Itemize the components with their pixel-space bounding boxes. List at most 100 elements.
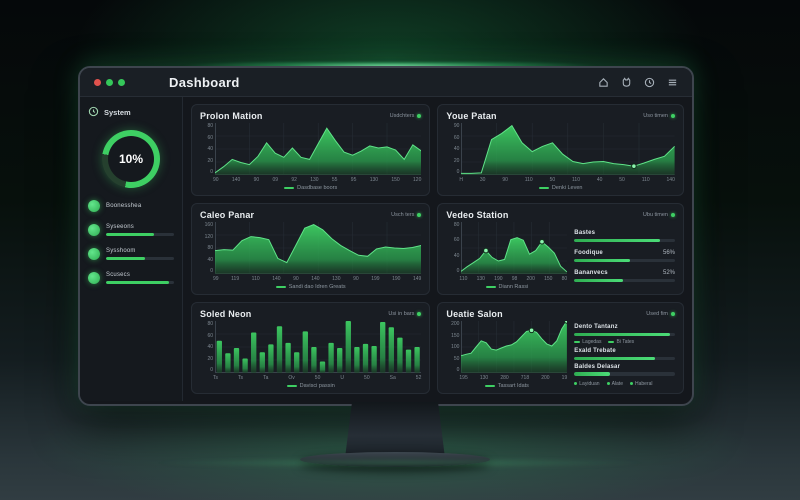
area-chart-ueatie-salon: 200 150 100 50 0 195 130 280 718 200 19 Tassart Ida… <box>446 321 568 389</box>
stat-bar-fill <box>574 278 623 282</box>
stat-bar-fill <box>574 332 670 337</box>
stat-top: Bastes <box>574 230 675 236</box>
area-chart-svg <box>215 222 422 274</box>
stat-bar[interactable] <box>574 356 675 361</box>
sidebar-item-meta: Scusecs <box>106 272 174 284</box>
panel-ueatie-salon: Ueatie Salon Used fim 200 150 100 50 0 195 130… <box>437 302 684 394</box>
legend-item: Haberal <box>629 381 653 387</box>
x-tick-label: 90 <box>293 276 299 282</box>
area-chart-svg <box>461 123 675 175</box>
menu-icon[interactable] <box>667 77 678 88</box>
legend-dash-icon <box>608 340 615 343</box>
stat-row-2: Bananvecs 52% <box>574 270 675 282</box>
legend-item: Layiduan <box>574 381 600 387</box>
x-tick-label: 99 <box>213 276 219 282</box>
panel-youe-patan: Youe Patan Uso timen 90 60 40 20 0 H 30 90 110 50… <box>437 104 684 196</box>
x-tick-label: Ts <box>238 375 244 381</box>
y-tick-label: 40 <box>453 146 460 152</box>
close-window-button[interactable] <box>94 78 101 86</box>
chart-plot-row: 80 60 40 20 0 <box>200 123 422 175</box>
toolbar-icons <box>598 76 678 88</box>
x-tick-label: 140 <box>231 177 241 183</box>
sidebar-item-0[interactable]: Boonesshea <box>88 200 174 212</box>
stat-bar[interactable] <box>574 278 675 282</box>
home-icon[interactable] <box>598 77 609 88</box>
chart-column: 200 150 100 50 0 195 130 280 718 200 19 Tassart Ida… <box>446 321 568 389</box>
y-tick-label: 20 <box>207 157 213 164</box>
minimize-window-button[interactable] <box>106 78 113 86</box>
sidebar-item-label: Sysshoom <box>106 248 136 254</box>
legend-label: Tassart Idats <box>497 383 529 389</box>
status-dot <box>671 114 675 118</box>
system-clock-icon <box>88 106 99 119</box>
system-label: System <box>104 108 131 117</box>
chart-plot-row: 200 150 100 50 0 <box>446 321 568 373</box>
stat-bar[interactable] <box>574 258 675 262</box>
sidebar-item-label: Boonesshea <box>106 203 142 209</box>
x-tick-label: 50 <box>549 177 556 183</box>
panel-head: Soled Neon Usi in bars <box>200 309 422 319</box>
gauge-ring <box>102 130 160 188</box>
x-tick-label: 95 <box>350 177 357 183</box>
panel-head: Youe Patan Uso timen <box>446 111 675 121</box>
legend-dot-icon <box>606 382 610 386</box>
legend-item-label: Bi Tates <box>616 338 635 345</box>
x-tick-label: 130 <box>476 276 485 282</box>
sidebar-item-2[interactable]: Sysshoom <box>88 248 174 260</box>
panel-status: Usch ters <box>391 212 422 218</box>
panel-head: Caleo Panar Usch ters <box>200 210 422 220</box>
stats-footer-legend: Layiduan Alate Haberal <box>574 381 675 387</box>
stat-bar[interactable] <box>574 372 675 376</box>
status-dot <box>88 272 100 284</box>
x-tick-label: 98 <box>511 276 518 282</box>
y-axis: 80 60 40 20 0 <box>200 123 215 175</box>
y-tick-label: 80 <box>207 321 213 327</box>
legend-dot-icon <box>574 382 578 386</box>
monitor-stand-base <box>300 452 490 467</box>
x-tick-label: 110 <box>641 177 650 183</box>
sidebar-item-3[interactable]: Scusecs <box>88 272 174 284</box>
x-tick-label: 92 <box>291 177 297 183</box>
stats-column: Bastes Foodique 56% Bananvecs 52% <box>574 222 675 290</box>
maximize-window-button[interactable] <box>118 78 125 86</box>
x-tick-label: 09 <box>272 177 279 183</box>
x-tick-label: 55 <box>331 177 338 183</box>
panel-status: Uso timen <box>643 113 675 119</box>
legend-dash-icon <box>284 186 295 190</box>
sidebar-item-meta: Boonesshea <box>106 203 174 209</box>
x-tick-label: 149 <box>413 276 422 282</box>
stat-bar-fill <box>574 238 660 242</box>
status-dot <box>671 312 675 316</box>
status-dot <box>671 213 675 217</box>
monitor-stand-neck <box>345 402 445 458</box>
legend-item: Bi Tates <box>608 339 634 345</box>
chart-legend: Davisci passin <box>200 381 421 389</box>
x-tick-label: 110 <box>459 276 468 282</box>
stat-row-0: Bastes <box>574 230 675 242</box>
monitor: Dashboard System 10% Boonesshea Syseeons <box>78 66 694 406</box>
area-chart-caleo-panar: 160 120 80 40 0 99 119 110 140 90 140 130 90 199 190 14… <box>200 222 422 290</box>
stat-bar[interactable] <box>574 238 675 242</box>
status-dot <box>417 213 422 217</box>
y-tick-label: 60 <box>453 134 460 141</box>
x-tick-label: 130 <box>310 177 319 183</box>
y-tick-label: 80 <box>207 123 213 129</box>
status-label: Used fim <box>646 311 668 317</box>
y-tick-label: 60 <box>207 134 213 141</box>
x-tick-label: 140 <box>666 177 675 183</box>
sidebar-system[interactable]: System <box>88 106 174 119</box>
chart-legend: Denki Leven <box>446 183 675 191</box>
stat-bar[interactable] <box>574 332 675 337</box>
area-chart-canvas <box>461 123 675 175</box>
legend-dash-icon <box>484 384 495 388</box>
y-axis: 90 60 40 20 0 <box>446 123 461 175</box>
sidebar-item-1[interactable]: Syseeons <box>88 224 174 236</box>
y-tick-label: 90 <box>453 123 460 129</box>
x-tick-label: 190 <box>494 276 503 282</box>
x-tick-label: 200 <box>541 375 550 381</box>
notifications-icon[interactable] <box>621 76 632 88</box>
clock-icon[interactable] <box>644 77 655 88</box>
y-tick-label: 20 <box>207 355 213 362</box>
sidebar-item-bar <box>106 281 174 284</box>
status-dot <box>88 248 100 260</box>
